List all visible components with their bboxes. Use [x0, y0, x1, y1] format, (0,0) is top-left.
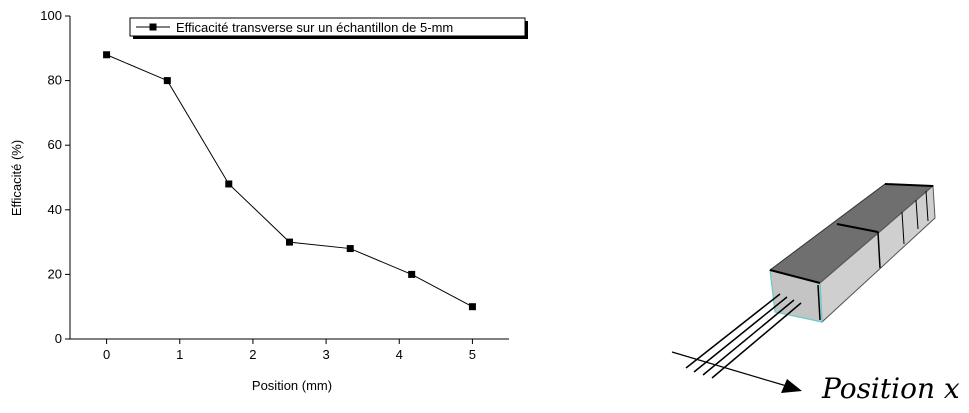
- x-axis-label: Position (mm): [252, 378, 332, 393]
- x-tick-label: 2: [249, 347, 256, 362]
- x-tick-label: 4: [396, 347, 403, 362]
- data-point: [103, 51, 111, 59]
- data-point: [468, 303, 476, 311]
- y-tick-label: 40: [48, 202, 62, 217]
- y-tick-label: 60: [48, 137, 62, 152]
- series-line: [106, 54, 473, 308]
- legend-marker: [149, 23, 157, 31]
- data-point: [286, 238, 293, 246]
- y-axis-label: Efficacité (%): [9, 140, 24, 216]
- legend-label: Efficacité transverse sur un échantillon…: [176, 20, 453, 35]
- data-point: [408, 270, 416, 278]
- y-tick-label: 20: [48, 266, 62, 281]
- y-tick-label: 100: [40, 8, 62, 23]
- x-tick-label: 1: [176, 347, 183, 362]
- data-point: [346, 245, 354, 253]
- legend-box: [129, 17, 526, 37]
- data-point: [225, 180, 233, 188]
- y-tick-label: 0: [55, 331, 62, 346]
- x-tick-label: 3: [322, 347, 329, 362]
- annotation: Position x: [821, 372, 960, 405]
- sample-diagram: [671, 183, 936, 393]
- data-point: [163, 77, 171, 85]
- x-tick-label: 5: [469, 347, 476, 362]
- y-tick-label: 80: [48, 73, 62, 88]
- x-tick-label: 0: [103, 347, 110, 362]
